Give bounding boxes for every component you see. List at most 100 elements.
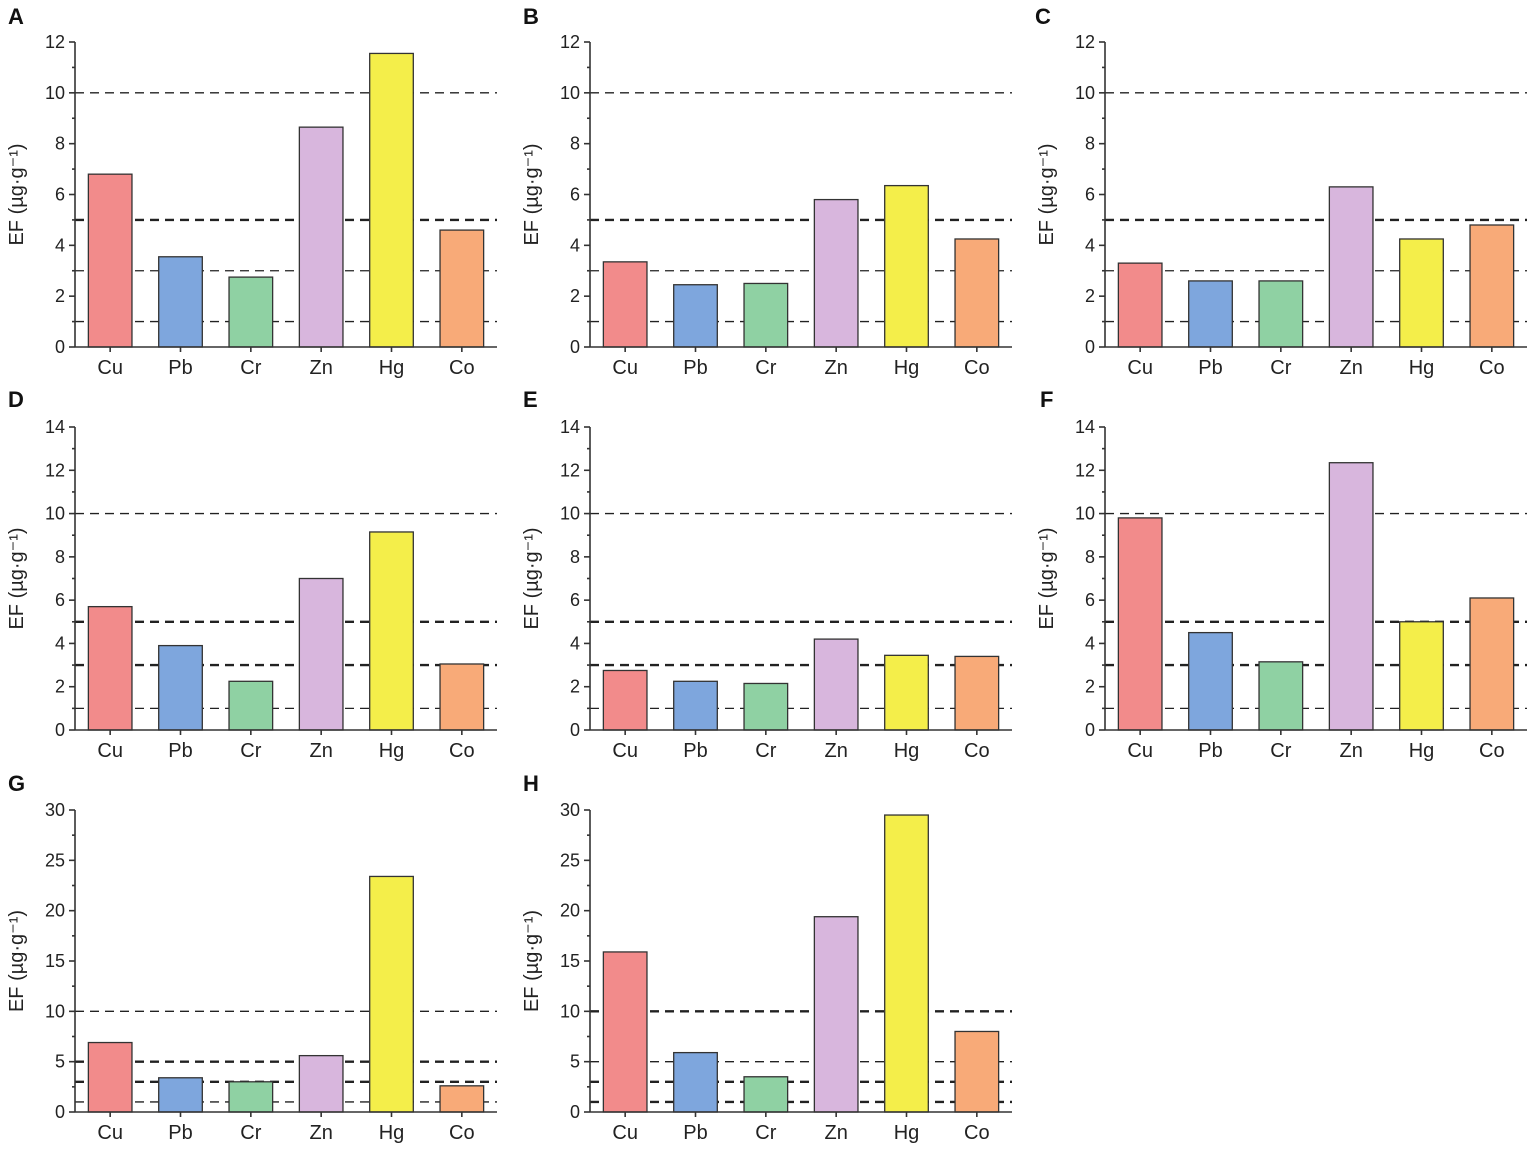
x-tick-label: Pb [1198,357,1222,379]
y-tick-label: 2 [55,286,65,306]
panel-letter: F [1040,387,1053,412]
panel-letter: H [523,771,539,796]
y-tick-label: 6 [1085,590,1095,610]
x-tick-label: Co [964,1122,990,1144]
panel-letter: A [8,4,24,29]
y-tick-label: 4 [55,235,65,255]
bar-cr [743,1076,789,1113]
panel-letter: D [8,387,24,412]
x-tick-label: Hg [379,1122,405,1144]
chart-panel-d: D EF (µg·g⁻¹) Cu Pb Cr Zn Hg Co 0 2 4 6 8 10 12 14 [6,387,497,762]
y-tick-label: 10 [45,504,65,524]
bar-co [954,1030,1000,1113]
bar-cu [87,1041,133,1113]
x-tick-label: Co [964,357,990,379]
bar-cu [87,605,133,731]
chart-panel-c: C EF (µg·g⁻¹) Cu Pb Cr Zn Hg Co 0 2 4 6 8 10 12 [1035,4,1527,379]
x-tick-label: Co [449,357,475,379]
bar-zn [813,198,859,348]
chart-panel-f: F EF (µg·g⁻¹) Cu Pb Cr Zn Hg Co 0 2 4 6 8 10 12 14 [1036,387,1527,762]
bar-zn [298,577,344,731]
y-tick-label: 4 [1085,633,1095,653]
bar-cu [602,951,648,1113]
x-tick-label: Pb [168,740,192,762]
y-tick-label: 12 [1075,32,1095,52]
bar-hg [884,184,929,348]
bar-zn [813,638,859,731]
y-tick-label: 6 [55,590,65,610]
bar-hg [1399,238,1444,348]
x-tick-label: Co [1479,740,1505,762]
bar-cr [1258,661,1304,731]
y-tick-label: 10 [1075,504,1095,524]
y-tick-label: 25 [45,850,65,870]
bar-co [439,1085,485,1113]
y-axis-label: EF (µg·g⁻¹) [1036,527,1058,629]
y-tick-label: 12 [45,32,65,52]
y-tick-label: 4 [1085,235,1095,255]
panel-letter: C [1035,4,1051,29]
y-tick-label: 8 [55,547,65,567]
chart-panel-e: E EF (µg·g⁻¹) Cu Pb Cr Zn Hg Co 0 2 4 6 8 10 12 14 [521,387,1012,762]
y-tick-label: 10 [45,1001,65,1021]
chart-panel-h: H EF (µg·g⁻¹) Cu Pb Cr Zn Hg Co 0 5 10 15 20 25 30 [521,771,1012,1144]
x-tick-label: Co [449,1122,475,1144]
y-tick-label: 5 [55,1052,65,1072]
x-tick-label: Zn [309,357,332,379]
x-tick-label: Cu [612,1122,638,1144]
y-tick-label: 0 [55,1102,65,1122]
bar-pb [673,1051,718,1113]
y-tick-label: 8 [55,134,65,154]
x-tick-label: Hg [1409,357,1435,379]
x-tick-label: Pb [168,357,192,379]
bar-pb [158,644,203,731]
y-tick-label: 4 [570,235,580,255]
y-axis-label: EF (µg·g⁻¹) [6,910,28,1012]
bar-co [439,229,485,348]
bar-co [1469,597,1515,731]
y-tick-label: 10 [560,504,580,524]
bar-cr [743,682,789,731]
bar-hg [884,654,929,731]
x-tick-label: Hg [894,357,920,379]
y-tick-label: 6 [570,590,580,610]
y-tick-label: 0 [55,337,65,357]
y-tick-label: 6 [570,185,580,205]
x-tick-label: Zn [309,740,332,762]
x-tick-label: Cu [612,740,638,762]
y-tick-label: 4 [570,633,580,653]
x-tick-label: Cr [755,740,776,762]
y-tick-label: 2 [1085,286,1095,306]
x-tick-label: Pb [683,357,707,379]
y-tick-label: 8 [1085,547,1095,567]
bar-co [1469,224,1515,348]
y-axis-label: EF (µg·g⁻¹) [6,143,28,245]
y-tick-label: 10 [1075,83,1095,103]
bar-pb [673,680,718,731]
chart-panel-a: A EF (µg·g⁻¹) Cu Pb Cr Zn Hg Co 0 2 4 6 8 10 12 [6,4,497,379]
x-tick-label: Cu [612,357,638,379]
y-tick-label: 10 [45,83,65,103]
bar-cr [228,276,274,348]
y-tick-label: 2 [1085,677,1095,697]
x-tick-label: Hg [379,357,405,379]
x-tick-label: Cr [240,1122,261,1144]
y-tick-label: 8 [1085,134,1095,154]
x-tick-label: Cr [240,740,261,762]
bar-cu [1117,517,1163,731]
y-tick-label: 8 [570,547,580,567]
bar-zn [813,916,859,1113]
x-tick-label: Cu [97,1122,123,1144]
x-tick-label: Zn [1339,740,1362,762]
y-axis-label: EF (µg·g⁻¹) [521,527,543,629]
y-axis-label: EF (µg·g⁻¹) [521,143,543,245]
y-axis-label: EF (µg·g⁻¹) [1036,143,1058,245]
x-tick-label: Co [964,740,990,762]
x-tick-label: Cu [1127,357,1153,379]
bar-cu [602,261,648,348]
y-tick-label: 30 [45,800,65,820]
y-axis-label: EF (µg·g⁻¹) [521,910,543,1012]
x-tick-label: Cr [240,357,261,379]
bar-hg [884,814,929,1113]
